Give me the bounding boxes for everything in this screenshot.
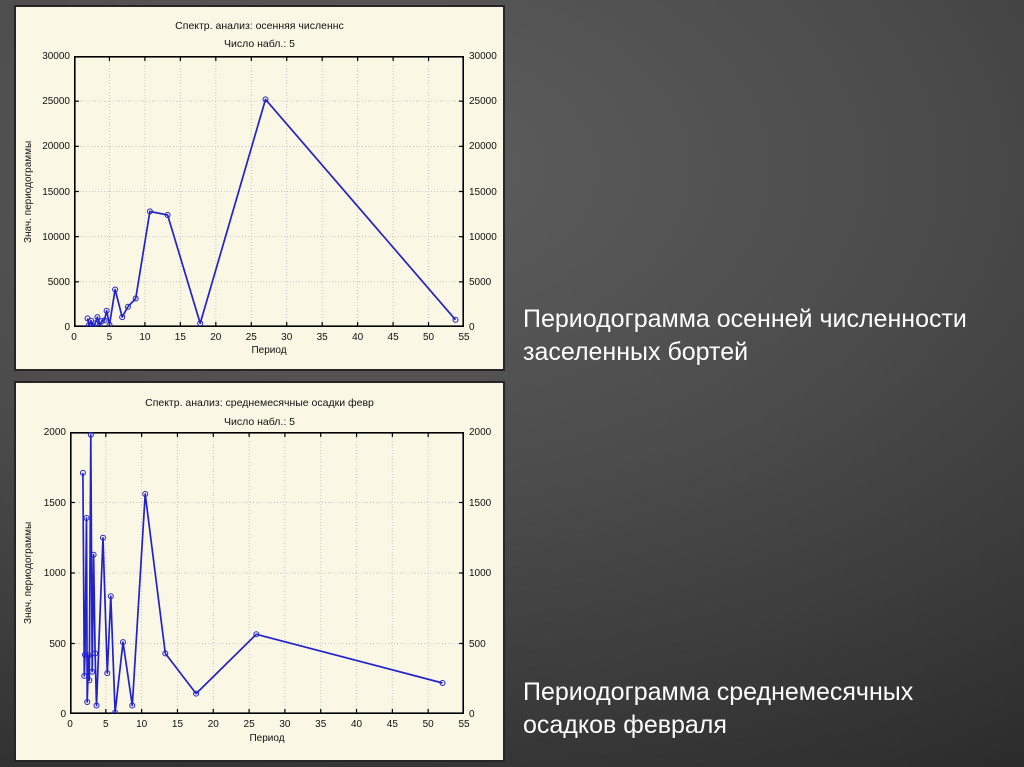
x-tick-label: 15 [171, 719, 184, 730]
y-tick-label-left: 2000 [43, 427, 66, 438]
x-tick-label: 50 [422, 719, 434, 730]
x-tick-label: 45 [386, 719, 398, 730]
x-tick-label: 10 [139, 332, 151, 343]
chart-panel-february-precipitation: Спектр. анализ: среднемесячные осадки фе… [14, 381, 505, 762]
x-tick-label: 15 [174, 332, 186, 343]
y-tick-label-left: 0 [60, 709, 66, 720]
y-tick-label-left: 0 [64, 322, 70, 333]
chart-title: Спектр. анализ: среднемесячные осадки фе… [145, 397, 374, 409]
chart-plot-svg [73, 55, 465, 330]
chart-panel-autumn-numbers: Спектр. анализ: осенняя численнс Число н… [14, 5, 505, 371]
y-tick-label-right: 0 [469, 709, 475, 720]
x-tick-label: 10 [136, 719, 148, 730]
y-tick-label-right: 1500 [469, 497, 492, 509]
x-tick-label: 30 [279, 719, 291, 730]
y-tick-label-left: 15000 [42, 186, 70, 198]
x-tick-label: 25 [243, 719, 255, 730]
y-tick-label-left: 1000 [43, 568, 66, 579]
x-tick-label: 5 [103, 719, 109, 730]
x-tick-label: 20 [210, 332, 222, 343]
y-tick-label-left: 5000 [47, 276, 70, 288]
x-tick-label: 35 [316, 332, 328, 343]
x-tick-label: 30 [281, 332, 293, 343]
y-tick-label-right: 500 [469, 638, 486, 650]
x-tick-label: 0 [67, 719, 73, 730]
x-tick-label: 40 [350, 719, 363, 730]
caption-autumn-numbers: Периодограмма осенней численности заселе… [523, 305, 967, 366]
y-tick-label-right: 25000 [469, 96, 497, 108]
x-tick-label: 0 [71, 332, 77, 343]
x-tick-label: 5 [106, 332, 113, 343]
x-axis-label: Период [251, 345, 287, 356]
y-tick-label-left: 30000 [42, 51, 70, 62]
y-tick-label-left: 10000 [42, 231, 70, 243]
x-tick-label: 45 [387, 332, 399, 343]
x-axis-label: Период [249, 733, 285, 744]
y-tick-label-right: 1000 [469, 568, 492, 579]
y-tick-label-left: 25000 [42, 96, 70, 108]
chart-subtitle: Число набл.: 5 [223, 38, 295, 50]
caption-february-precipitation: Периодограмма среднемесячных осадков фев… [523, 678, 914, 739]
y-tick-label-right: 30000 [469, 51, 497, 62]
y-tick-label-right: 15000 [469, 186, 497, 198]
y-tick-label-left: 1500 [43, 497, 66, 509]
x-tick-label: 20 [207, 719, 219, 730]
chart-subtitle: Число набл.: 5 [223, 416, 295, 428]
x-tick-label: 55 [458, 719, 470, 730]
chart-title: Спектр. анализ: осенняя численнс [175, 20, 344, 32]
y-tick-label-left: 500 [49, 638, 66, 650]
x-tick-label: 40 [352, 332, 364, 343]
y-tick-label-left: 20000 [42, 141, 70, 153]
chart-plot-svg [69, 431, 465, 716]
y-tick-label-right: 10000 [469, 231, 497, 243]
y-tick-label-right: 2000 [469, 427, 492, 438]
x-tick-label: 35 [315, 719, 327, 730]
plot-area [73, 55, 465, 330]
x-tick-label: 25 [245, 332, 257, 343]
y-tick-label-right: 0 [469, 322, 475, 333]
plot-area [69, 431, 465, 716]
y-tick-label-right: 20000 [469, 141, 497, 153]
x-tick-label: 50 [422, 332, 435, 343]
x-tick-label: 55 [458, 332, 470, 343]
y-tick-label-right: 5000 [469, 276, 492, 288]
